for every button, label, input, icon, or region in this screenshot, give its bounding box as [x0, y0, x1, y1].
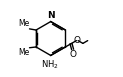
Text: N: N	[47, 11, 54, 20]
Text: O: O	[74, 35, 81, 45]
Text: O: O	[69, 50, 76, 59]
Text: NH$_2$: NH$_2$	[41, 58, 59, 71]
Text: Me: Me	[18, 19, 29, 28]
Text: Me: Me	[18, 48, 29, 57]
